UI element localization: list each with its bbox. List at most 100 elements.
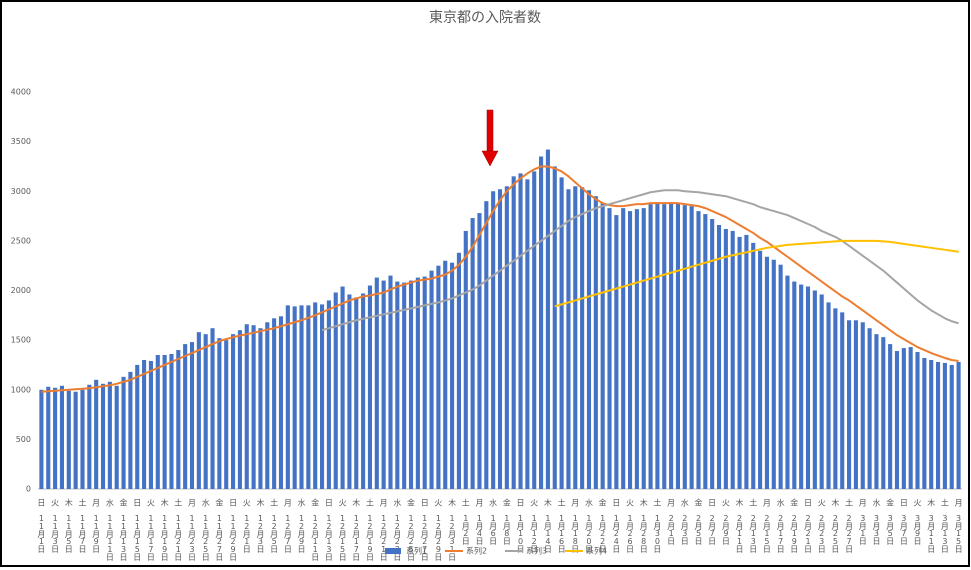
bar	[504, 186, 509, 489]
bar	[696, 211, 701, 489]
x-tick-label: 12月1日	[242, 514, 251, 554]
x-tick-label: 12月27日	[420, 514, 429, 562]
x-tick-label: 1月12日	[530, 514, 539, 554]
x-weekday-label: 金	[311, 498, 319, 508]
bar	[901, 348, 906, 489]
bar	[682, 205, 687, 489]
x-weekday-label: 金	[407, 498, 415, 508]
legend-swatch	[385, 548, 401, 554]
bar	[764, 256, 769, 489]
x-tick-label: 12月7日	[283, 514, 292, 554]
x-weekday-label: 木	[640, 498, 648, 508]
x-weekday-label: 木	[161, 498, 169, 508]
x-tick-label: 11月9日	[92, 514, 101, 554]
x-weekday-label: 金	[694, 498, 702, 508]
x-weekday-label: 水	[106, 498, 114, 508]
bar	[244, 324, 249, 489]
bar	[559, 177, 564, 490]
bar	[908, 347, 913, 489]
bar	[237, 330, 242, 489]
x-weekday-label: 火	[147, 499, 155, 508]
bar	[922, 357, 927, 489]
x-tick-label: 2月25日	[831, 514, 840, 554]
bar	[258, 328, 263, 489]
x-tick-label: 11月29日	[229, 514, 238, 562]
bar	[573, 186, 578, 489]
x-weekday-label: 月	[188, 499, 196, 508]
plot-area: 05001000150020002500300035004000日11月1日火1…	[11, 88, 963, 563]
bar	[415, 277, 420, 489]
x-tick-label: 1月14日	[543, 514, 552, 554]
x-weekday-label: 月	[475, 499, 483, 508]
x-weekday-label: 火	[434, 499, 442, 508]
bar	[942, 362, 947, 489]
x-weekday-label: 水	[585, 498, 593, 508]
x-weekday-label: 金	[790, 498, 798, 508]
x-weekday-label: 火	[243, 499, 251, 508]
bar	[203, 334, 208, 489]
x-weekday-label: 日	[325, 499, 333, 508]
line-series	[41, 165, 959, 393]
legend-label: 系列1	[406, 546, 427, 556]
x-weekday-label: 木	[544, 498, 552, 508]
x-tick-label: 1月10日	[516, 514, 525, 554]
x-weekday-label: 金	[599, 498, 607, 508]
x-tick-label: 12月29日	[434, 514, 443, 562]
x-weekday-label: 金	[886, 498, 894, 508]
x-tick-label: 3月3日	[872, 514, 881, 546]
bar	[66, 390, 71, 489]
bar	[361, 293, 366, 489]
bar	[285, 305, 290, 489]
bar	[333, 292, 338, 489]
bar	[655, 202, 660, 490]
x-weekday-label: 木	[65, 498, 73, 508]
x-tick-label: 1月26日	[626, 514, 635, 554]
bar	[100, 383, 106, 489]
bar	[949, 364, 954, 489]
bar	[196, 332, 201, 489]
x-tick-label: 11月17日	[146, 514, 155, 562]
bar	[265, 322, 270, 489]
x-tick-label: 12月13日	[324, 514, 333, 562]
bar	[710, 219, 715, 490]
bar	[53, 387, 58, 489]
x-weekday-label: 木	[927, 498, 935, 508]
x-tick-label: 11月7日	[78, 514, 87, 554]
y-tick-label: 1500	[11, 336, 31, 345]
x-tick-label: 11月1日	[37, 514, 46, 554]
bar	[860, 322, 865, 489]
x-weekday-label: 日	[804, 499, 812, 508]
bar	[395, 281, 400, 489]
bar	[59, 385, 65, 489]
bar	[306, 305, 311, 489]
x-tick-label: 2月17日	[776, 514, 785, 554]
bar	[689, 206, 694, 489]
x-tick-label: 12月31日	[448, 514, 457, 562]
bar	[292, 306, 297, 489]
x-tick-label: 11月13日	[119, 514, 128, 562]
bar	[607, 208, 612, 489]
x-weekday-label: 水	[489, 498, 497, 508]
x-weekday-label: 火	[818, 499, 826, 508]
x-tick-label: 3月15日	[954, 514, 963, 554]
x-weekday-label: 火	[914, 499, 922, 508]
x-weekday-label: 月	[859, 499, 867, 508]
bar	[429, 270, 434, 489]
y-tick-label: 2000	[11, 286, 31, 295]
x-weekday-label: 木	[448, 498, 456, 508]
line-series	[554, 239, 959, 308]
bar	[491, 191, 496, 489]
bar	[819, 294, 824, 489]
bar	[299, 305, 304, 489]
y-tick-label: 3000	[11, 187, 31, 196]
x-weekday-label: 金	[503, 498, 511, 508]
bar	[278, 316, 284, 489]
x-tick-label: 3月9日	[913, 514, 922, 546]
x-tick-label: 11月19日	[160, 514, 169, 562]
bar	[456, 252, 461, 489]
bar	[319, 304, 325, 489]
bar	[169, 354, 174, 489]
bar	[703, 214, 708, 489]
bar	[662, 204, 667, 489]
